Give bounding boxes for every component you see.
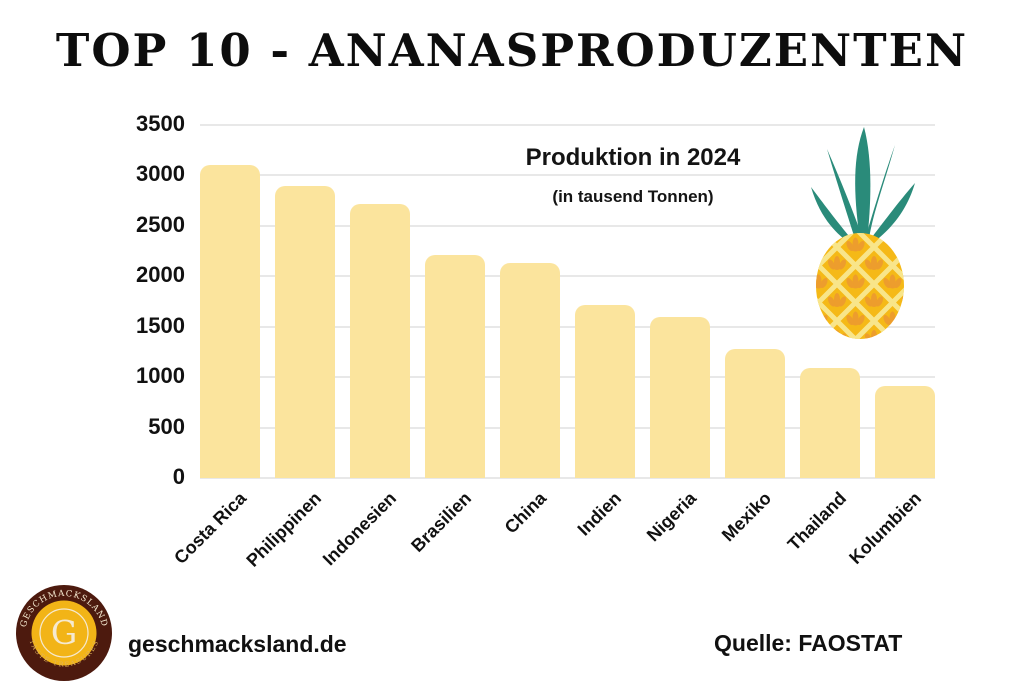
bar-costa-rica	[200, 165, 260, 478]
gridline	[200, 426, 935, 429]
pineapple-crosshatch	[816, 233, 904, 339]
gridline	[200, 224, 935, 227]
geschmacksland-logo: G GESCHMACKSLAND TASTE TREASURES	[16, 585, 112, 681]
data-source: Quelle: FAOSTAT	[714, 630, 903, 656]
y-axis-tick-label: 2500	[136, 211, 185, 237]
gridline	[200, 124, 935, 126]
logo-thin-ring	[39, 608, 89, 658]
bar-philippinen	[275, 185, 335, 478]
pineapple-icon	[811, 127, 915, 339]
bar-kolumbien	[875, 386, 935, 478]
bar-china	[500, 263, 560, 478]
website-url: geschmacksland.de	[128, 631, 347, 657]
bar-indien	[575, 304, 635, 478]
y-axis-tick-label: 3000	[136, 161, 185, 187]
logo-monogram: G	[51, 613, 77, 652]
chart-title: Produktion in 2024	[525, 144, 741, 171]
gridline	[200, 174, 935, 177]
bar-thailand	[800, 368, 860, 478]
y-axis-tick-label: 1000	[136, 363, 185, 389]
bar-nigeria	[650, 316, 710, 478]
chart-subtitle: (in tausend Tonnen)	[552, 187, 714, 206]
y-axis-tick-label: 500	[148, 413, 185, 439]
gridline	[200, 376, 935, 379]
bar-mexiko	[725, 348, 785, 478]
y-axis-tick-label: 3500	[136, 111, 185, 136]
y-axis-tick-label: 2000	[136, 262, 185, 288]
gridline	[200, 477, 935, 479]
y-axis-tick-label: 1500	[136, 312, 185, 338]
bar-indonesien	[350, 203, 410, 478]
chart-subtitle-block: Produktion in 2024 (in tausend Tonnen)	[468, 144, 798, 207]
plot-area: 0 500 1000 1500 2000 2500 3000 3500 Costa Rica Ph…	[136, 111, 935, 571]
gridline	[200, 275, 935, 278]
pineapple-leaves	[811, 127, 915, 243]
logo-inner-circle	[31, 600, 97, 666]
y-axis-tick-label: 0	[172, 464, 185, 489]
gridline	[200, 325, 935, 328]
bar-brasilien	[425, 255, 485, 478]
page-title: TOP 10 - ANANASPRODUZENTEN	[55, 24, 969, 77]
